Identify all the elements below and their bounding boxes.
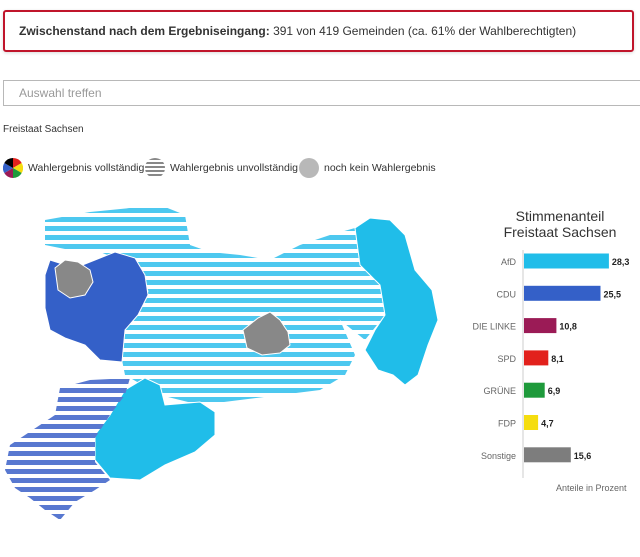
value-label: 10,8: [559, 322, 577, 332]
bar-cdu[interactable]: [524, 285, 601, 301]
chart-title-line-2: Freistaat Sachsen: [503, 224, 617, 240]
category-label: SPD: [497, 354, 516, 364]
complete-pie-icon: [3, 158, 23, 178]
category-label: Sonstige: [481, 451, 516, 461]
district-meissen[interactable]: [120, 290, 355, 405]
category-label: DIE LINKE: [472, 322, 516, 332]
category-label: CDU: [497, 289, 517, 299]
district-dresden[interactable]: [242, 311, 291, 356]
status-box: Zwischenstand nach dem Ergebniseingang: …: [3, 10, 634, 52]
legend-none-label: noch kein Wahlergebnis: [324, 162, 436, 174]
legend-complete-label: Wahlergebnis vollständig: [28, 162, 145, 174]
region-select[interactable]: Auswahl treffen: [3, 80, 640, 106]
bar-sonstige[interactable]: [524, 447, 571, 463]
chart-title: Stimmenanteil Freistaat Sachsen: [480, 208, 640, 240]
bar-afd[interactable]: [524, 253, 609, 269]
incomplete-stripe-icon: [145, 158, 165, 178]
x-axis-label: Anteile in Prozent: [556, 483, 627, 493]
value-label: 4,7: [541, 419, 554, 429]
no-result-circle-icon: [299, 158, 319, 178]
value-label: 15,6: [574, 451, 592, 461]
status-label: Zwischenstand nach dem Ergebniseingang:: [19, 24, 270, 38]
category-label: GRÜNE: [483, 386, 516, 396]
district-zwickau-vogtland[interactable]: [5, 378, 130, 520]
value-label: 6,9: [548, 386, 561, 396]
bar-grüne[interactable]: [524, 382, 545, 398]
vote-share-chart: AfD 28,3 CDU 25,5 DIE LINKE 10,8 SPD 8,1 GRÜNE 6,…: [472, 250, 630, 478]
value-label: 28,3: [612, 257, 630, 267]
bar-die-linke[interactable]: [524, 318, 557, 334]
district-leipzig-nordwest[interactable]: [54, 259, 94, 299]
category-label: FDP: [498, 419, 516, 429]
value-label: 25,5: [604, 289, 622, 299]
category-label: AfD: [501, 257, 517, 267]
legend-incomplete-label: Wahlergebnis unvollständig: [170, 162, 299, 174]
region-title: Freistaat Sachsen: [3, 124, 84, 135]
saxony-map[interactable]: [0, 190, 460, 540]
district-nordsachsen-ost[interactable]: [45, 205, 385, 340]
bar-fdp[interactable]: [524, 415, 539, 430]
bar-spd[interactable]: [524, 350, 549, 366]
value-label: 8,1: [551, 354, 564, 364]
chart-title-line-1: Stimmenanteil: [515, 208, 605, 224]
status-text: 391 von 419 Gemeinden (ca. 61% der Wahlb…: [273, 24, 577, 38]
district-bautzen-goerlitz[interactable]: [354, 217, 439, 386]
